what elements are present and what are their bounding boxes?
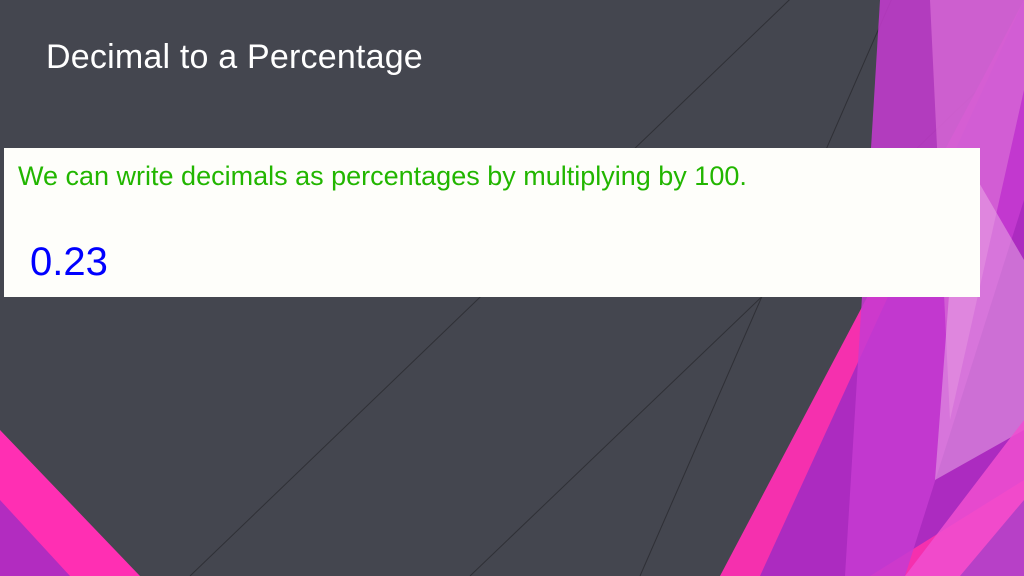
slide-title: Decimal to a Percentage [46,38,423,77]
instruction-text: We can write decimals as percentages by … [18,160,966,194]
example-value: 0.23 [30,240,966,285]
slide: Decimal to a Percentage We can write dec… [0,0,1024,576]
content-box: We can write decimals as percentages by … [4,148,980,297]
